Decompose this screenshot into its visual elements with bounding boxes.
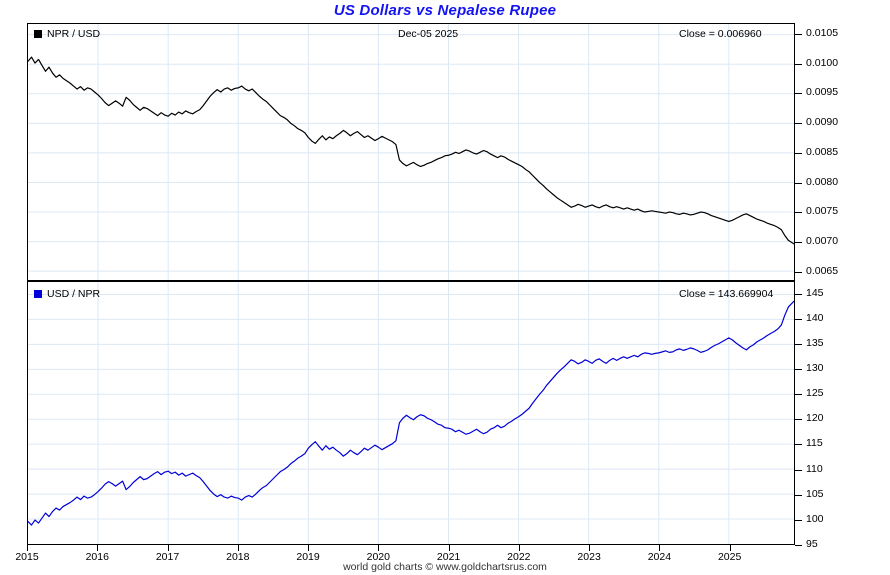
x-axis-tick-mark bbox=[308, 545, 310, 551]
x-axis-tick-mark bbox=[167, 545, 169, 551]
y-axis-tick-label: 0.0090 bbox=[806, 116, 839, 129]
y-axis-tick-mark bbox=[795, 242, 802, 244]
y-axis-tick-mark bbox=[795, 494, 802, 496]
x-axis-tick-mark bbox=[97, 545, 99, 551]
y-axis-tick-label: 0.0105 bbox=[806, 26, 839, 39]
x-axis-tick-mark bbox=[448, 545, 450, 551]
x-axis-tick-mark bbox=[589, 545, 591, 551]
legend-label: USD / NPR bbox=[47, 288, 101, 300]
x-axis-tick-mark bbox=[27, 545, 28, 551]
legend-npr-usd: NPR / USD bbox=[34, 28, 100, 40]
x-axis-tick-label: 2016 bbox=[85, 551, 109, 563]
x-axis-tick-label: 2021 bbox=[436, 551, 461, 563]
y-axis-tick-mark bbox=[795, 182, 802, 184]
y-axis-tick-mark bbox=[795, 293, 802, 295]
close-value-top: Close = 0.006960 bbox=[679, 28, 762, 40]
y-axis-tick-label: 0.0075 bbox=[806, 205, 839, 218]
y-axis-tick-mark bbox=[795, 93, 802, 95]
x-axis-tick-label: 2019 bbox=[296, 551, 320, 563]
x-axis-tick-label: 2023 bbox=[577, 551, 601, 563]
y-axis-tick-mark bbox=[795, 152, 802, 154]
y-axis-tick-label: 95 bbox=[806, 538, 818, 550]
chart-panel-usd-npr bbox=[27, 281, 795, 545]
y-axis-tick-label: 115 bbox=[806, 437, 823, 450]
y-axis-tick-mark bbox=[795, 63, 802, 65]
x-axis-tick-mark bbox=[659, 545, 661, 551]
legend-usd-npr: USD / NPR bbox=[34, 288, 100, 300]
date-label: Dec-05 2025 bbox=[398, 28, 459, 40]
y-axis-tick-label: 120 bbox=[806, 412, 824, 425]
y-axis-tick-mark bbox=[795, 123, 802, 125]
x-axis-tick-mark bbox=[518, 545, 520, 551]
y-axis-tick-label: 145 bbox=[806, 286, 824, 299]
x-axis-tick-mark bbox=[378, 545, 380, 551]
page-title: US Dollars vs Nepalese Rupee bbox=[333, 2, 557, 19]
y-axis-tick-mark bbox=[795, 469, 802, 471]
y-axis-tick-mark bbox=[795, 33, 802, 35]
chart-panel-npr-usd bbox=[27, 23, 795, 281]
y-axis-tick-label: 0.0095 bbox=[806, 86, 839, 99]
y-axis-tick-mark bbox=[795, 369, 802, 370]
y-axis-tick-mark bbox=[795, 545, 802, 546]
y-axis-tick-label: 105 bbox=[806, 487, 824, 500]
y-axis-tick-mark bbox=[795, 343, 802, 345]
x-axis-tick-label: 2025 bbox=[717, 551, 742, 563]
close-value-bottom: Close = 143.669904 bbox=[679, 288, 774, 300]
y-axis-tick-label: 100 bbox=[806, 512, 824, 525]
y-axis-tick-mark bbox=[795, 394, 802, 396]
x-axis-tick-label: 2018 bbox=[226, 551, 250, 563]
y-axis-tick-label: 0.0070 bbox=[806, 235, 839, 248]
y-axis-tick-mark bbox=[795, 419, 802, 421]
legend-swatch-icon bbox=[34, 30, 42, 38]
y-axis-tick-label: 0.0100 bbox=[806, 56, 839, 69]
x-axis-tick-label: 2017 bbox=[155, 551, 180, 563]
legend-swatch-icon bbox=[34, 290, 42, 298]
y-axis-tick-label: 140 bbox=[806, 311, 824, 324]
y-axis-tick-label: 130 bbox=[806, 362, 824, 374]
legend-label: NPR / USD bbox=[47, 28, 101, 40]
x-axis-tick-label: 2024 bbox=[647, 551, 672, 563]
y-axis-tick-mark bbox=[795, 318, 802, 320]
y-axis-tick-label: 110 bbox=[806, 462, 823, 475]
x-axis-tick-label: 2020 bbox=[366, 551, 390, 563]
y-axis-tick-label: 0.0080 bbox=[806, 175, 839, 188]
y-axis-tick-label: 0.0085 bbox=[806, 145, 839, 158]
y-axis-tick-label: 135 bbox=[806, 336, 824, 349]
y-axis-tick-mark bbox=[795, 212, 802, 214]
x-axis-tick-mark bbox=[237, 545, 239, 551]
x-axis-tick-label: 2022 bbox=[507, 551, 531, 563]
footer-attribution: world gold charts © www.goldchartsrus.co… bbox=[343, 561, 547, 573]
y-axis-tick-mark bbox=[795, 272, 802, 274]
y-axis-tick-label: 125 bbox=[806, 387, 824, 400]
x-axis-tick-mark bbox=[729, 545, 731, 551]
y-axis-tick-mark bbox=[795, 519, 802, 521]
x-axis-tick-label: 2015 bbox=[15, 551, 39, 563]
y-axis-tick-mark bbox=[795, 444, 802, 446]
y-axis-tick-label: 0.0065 bbox=[806, 265, 839, 278]
